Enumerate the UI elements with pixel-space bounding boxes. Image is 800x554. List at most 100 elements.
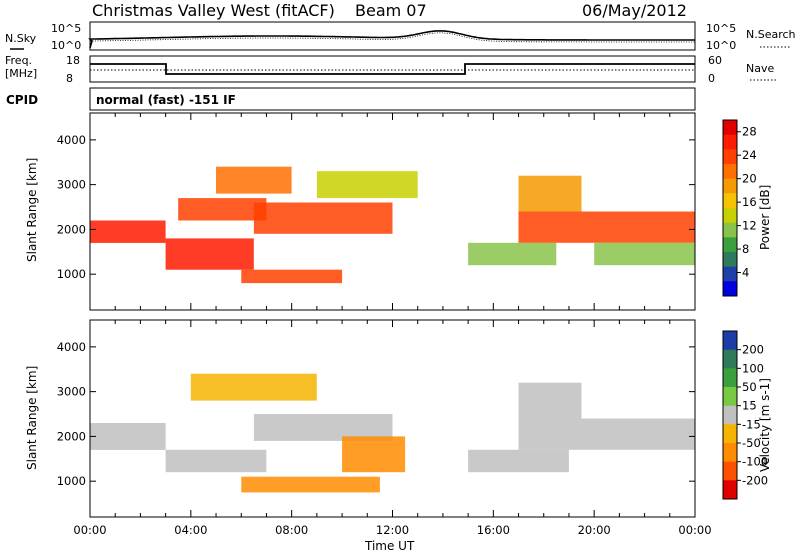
colorbar-tick-label: 24 (742, 148, 757, 162)
time-axis-label: Time UT (364, 539, 415, 553)
colorbar-swatch (723, 252, 737, 268)
power-x-ticks (89, 113, 696, 310)
noise-tick-bottom-left: 10^0 (51, 39, 81, 52)
colorbar-tick-label: -15 (742, 417, 761, 431)
colorbar-tick-label: 16 (742, 195, 757, 209)
freq-label-1: Freq. (5, 54, 32, 67)
nave-label: Nave (746, 62, 774, 75)
colorbar-swatch (723, 331, 737, 351)
colorbar-swatch (723, 405, 737, 425)
power-echo-region (178, 198, 267, 221)
x-tick-label: 08:00 (275, 523, 308, 537)
freq-panel: Freq. [MHz] 18 8 60 0 Nave (5, 54, 778, 85)
nsky-label: N.Sky (5, 32, 37, 45)
power-echo-region (518, 211, 695, 243)
colorbar-tick-label: 20 (742, 172, 757, 186)
colorbar-tick-label: -200 (742, 473, 768, 487)
colorbar-swatch (723, 193, 737, 209)
x-tick-label: 16:00 (477, 523, 510, 537)
nave-tick-top: 60 (708, 54, 722, 67)
noise-panel: N.Sky 10^5 10^0 10^5 10^0 N.Search (5, 21, 796, 52)
colorbar-swatch (723, 120, 737, 136)
velocity-echo-region (165, 449, 267, 473)
velocity-echo-region (518, 382, 582, 419)
power-panel: 1000 2000 3000 4000 Slant Range [km] 4 8 12 16… (25, 112, 772, 311)
power-echo-region (253, 202, 393, 234)
velocity-x-ticks: 00:00 04:00 08:00 12:00 16:00 20:00 00:00 (73, 320, 712, 537)
power-echo-region (594, 242, 695, 266)
colorbar-swatch (723, 387, 737, 407)
y-tick-label: 1000 (57, 474, 86, 488)
power-echo-region (518, 175, 582, 212)
velocity-colorbar: 200 100 50 15 -15 -50 -100 -200 (722, 330, 768, 500)
power-echo-region (216, 166, 292, 194)
colorbar-swatch (723, 281, 737, 297)
colorbar-tick-label: 15 (742, 399, 757, 413)
colorbar-swatch (723, 368, 737, 388)
noise-tick-top-right: 10^5 (706, 22, 736, 35)
colorbar-tick-label: 100 (742, 361, 764, 375)
colorbar-swatch (723, 134, 737, 150)
power-echo-region (165, 238, 254, 270)
colorbar-swatch (723, 222, 737, 238)
y-tick-label: 1000 (57, 267, 86, 281)
velocity-echo-region (190, 373, 317, 401)
date-label: 06/May/2012 (582, 1, 687, 20)
velocity-echo-region (518, 418, 695, 450)
velocity-echo-region (468, 449, 569, 473)
colorbar-swatch (723, 266, 737, 282)
power-colorbar: 4 8 12 16 20 24 28 (722, 119, 757, 297)
power-ylabel: Slant Range [km] (25, 158, 39, 262)
y-tick-label: 4000 (57, 133, 86, 147)
velocity-echo-region (342, 436, 406, 473)
x-tick-label: 00:00 (678, 523, 711, 537)
cpid-value: normal (fast) -151 IF (96, 93, 236, 107)
plot-title: Christmas Valley West (fitACF) (92, 1, 335, 20)
freq-tick-top: 18 (66, 54, 80, 67)
freq-label-2: [MHz] (5, 67, 37, 80)
power-colorbar-label: Power [dB] (758, 185, 772, 250)
nsearch-label: N.Search (746, 28, 796, 41)
y-tick-label: 3000 (57, 385, 86, 399)
power-echo-regions (90, 166, 695, 284)
y-tick-label: 2000 (57, 222, 86, 236)
velocity-echo-region (241, 476, 380, 493)
freq-tick-bottom: 8 (66, 72, 73, 85)
colorbar-swatch (723, 424, 737, 444)
y-tick-label: 3000 (57, 178, 86, 192)
freq-line (90, 63, 695, 75)
colorbar-swatch (723, 443, 737, 463)
velocity-panel: 1000 2000 3000 4000 00:00 04:00 08:00 12:00 16:… (25, 319, 772, 537)
colorbar-tick-label: 28 (742, 125, 757, 139)
colorbar-tick-label: 8 (742, 242, 749, 256)
y-tick-label: 4000 (57, 340, 86, 354)
velocity-echo-regions (90, 373, 695, 493)
power-y-ticks: 1000 2000 3000 4000 (57, 133, 695, 281)
colorbar-tick-label: -50 (742, 436, 761, 450)
colorbar-tick-label: 50 (742, 380, 757, 394)
colorbar-swatch (723, 178, 737, 194)
power-echo-region (90, 220, 166, 243)
velocity-y-ticks: 1000 2000 3000 4000 (57, 340, 695, 488)
noise-tick-bottom-right: 10^0 (706, 39, 736, 52)
noise-search-line (89, 32, 695, 43)
noise-tick-top-left: 10^5 (51, 22, 81, 35)
colorbar-tick-label: -100 (742, 455, 768, 469)
power-echo-region (468, 242, 557, 266)
power-echo-region (316, 171, 418, 199)
x-tick-label: 00:00 (73, 523, 106, 537)
noise-sky-line (88, 30, 695, 49)
velocity-echo-region (90, 423, 166, 450)
colorbar-tick-label: 4 (742, 266, 749, 280)
colorbar-tick-label: 12 (742, 219, 757, 233)
power-echo-region (241, 269, 343, 284)
colorbar-swatch (723, 164, 737, 180)
colorbar-swatch (723, 237, 737, 253)
colorbar-tick-label: 200 (742, 343, 764, 357)
colorbar-swatch (723, 349, 737, 369)
beam-label: Beam 07 (355, 1, 427, 20)
x-tick-label: 04:00 (174, 523, 207, 537)
colorbar-swatch (723, 149, 737, 165)
x-tick-label: 20:00 (578, 523, 611, 537)
